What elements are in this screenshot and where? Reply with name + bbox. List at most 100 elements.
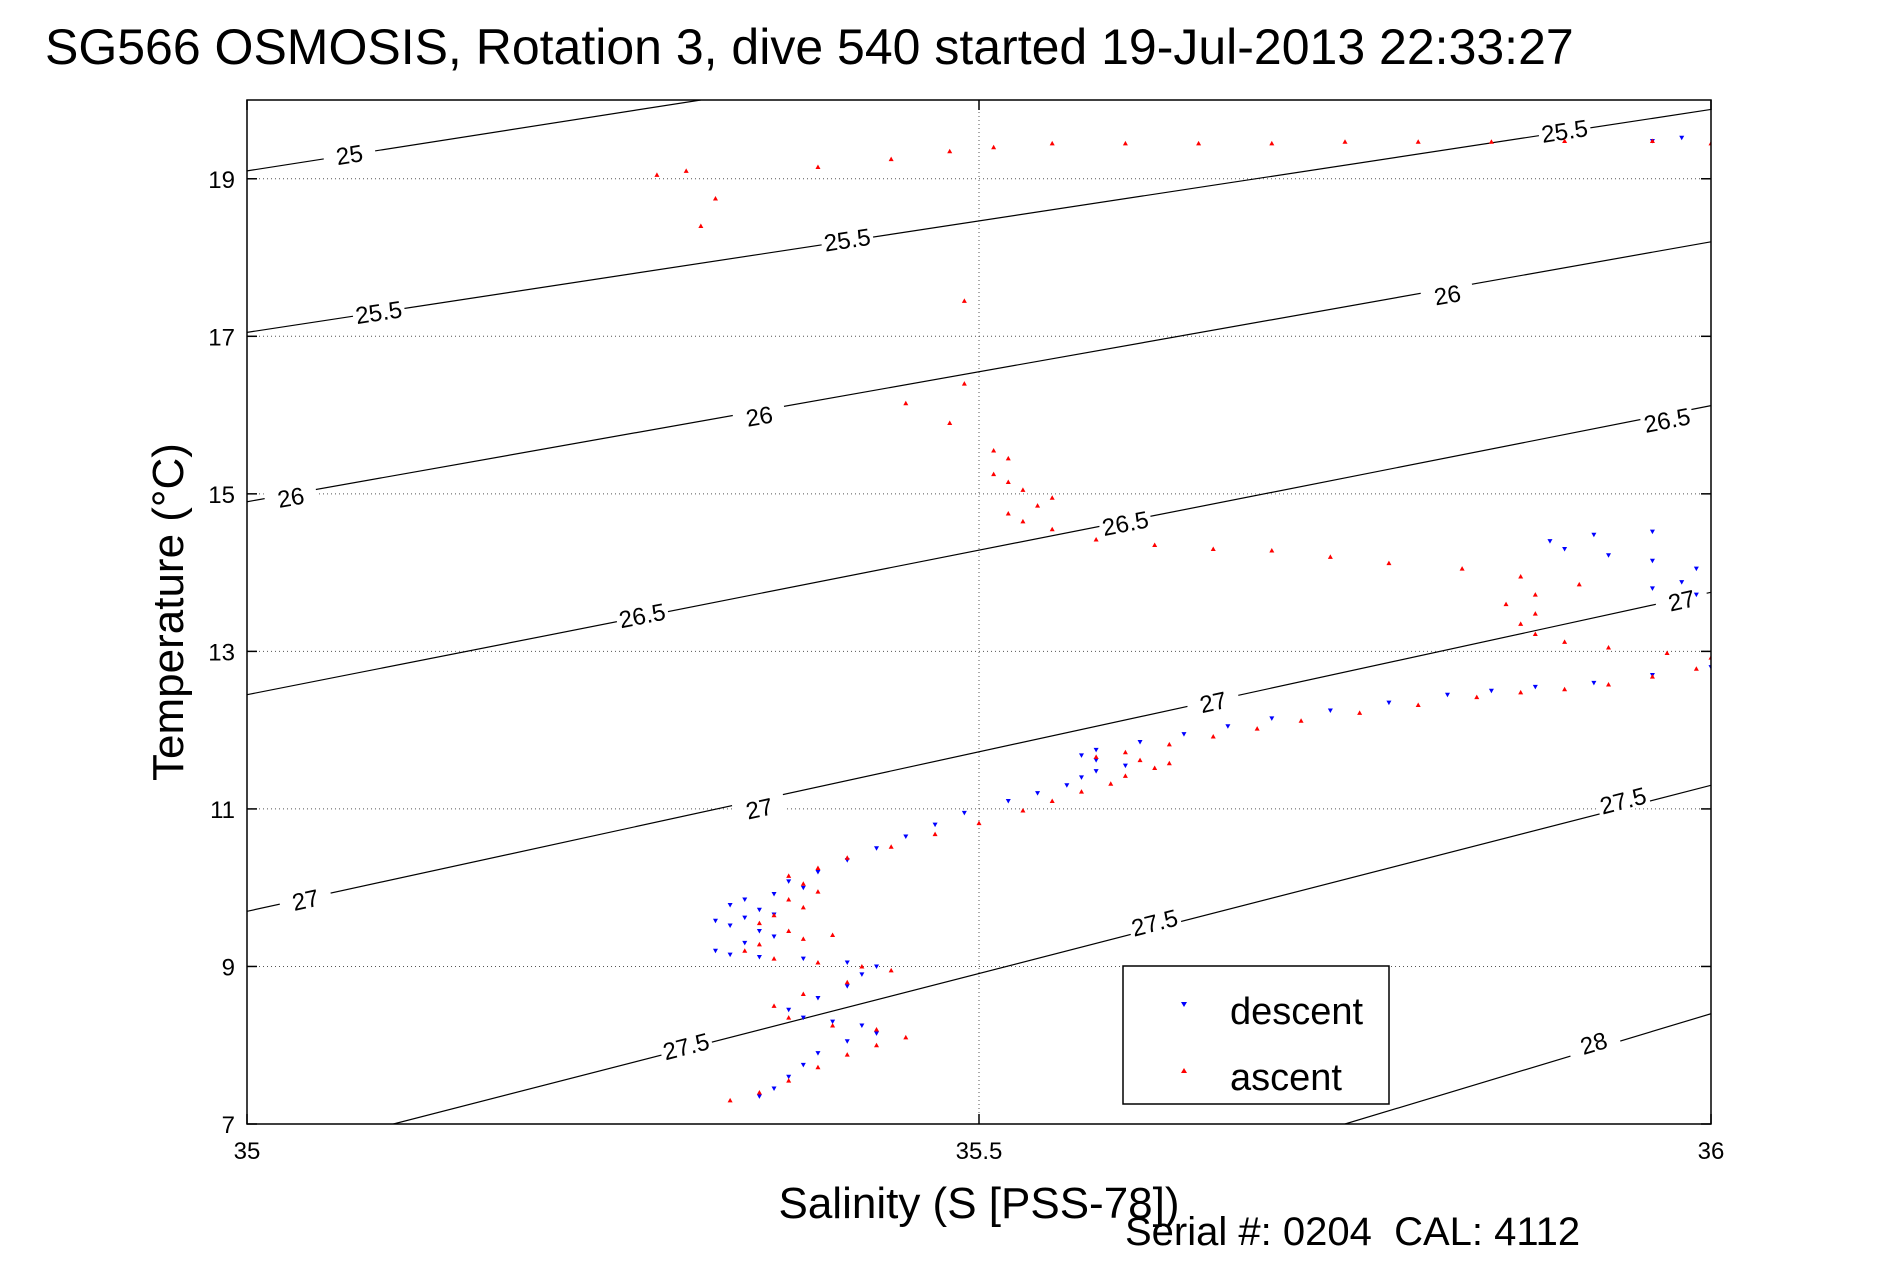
descent-point: [800, 1015, 806, 1021]
contour-label: 26: [744, 402, 775, 433]
legend: descent ascent: [1122, 965, 1390, 1105]
y-tick-label: 13: [208, 639, 235, 666]
y-tick-label: 17: [208, 324, 235, 351]
ascent-point: [786, 928, 792, 934]
ascent-point: [1562, 639, 1568, 644]
descent-point: [1532, 684, 1538, 690]
legend-ascent-label: ascent: [1230, 1057, 1342, 1099]
descent-point: [1723, 575, 1728, 580]
ascent-point: [844, 1052, 850, 1057]
ascent-point: [1474, 694, 1480, 700]
contour-label-bg: [731, 398, 787, 432]
contour-label-bg: [1419, 277, 1475, 310]
contour-label: 27: [1666, 585, 1698, 617]
ascent-point: [961, 298, 967, 303]
ascent-point: [1518, 574, 1524, 579]
grid-lines: [247, 100, 1711, 1124]
descent-point: [800, 1062, 806, 1068]
descent-point: [1093, 758, 1099, 763]
descent-point: [756, 929, 762, 934]
legend-box: [1122, 965, 1390, 1105]
contour-label: 26.5: [617, 599, 668, 635]
descent-point: [771, 1086, 777, 1092]
descent-point: [1679, 135, 1685, 141]
descent-point: [756, 955, 762, 960]
ascent-point: [1488, 139, 1494, 144]
ascent-point: [815, 164, 821, 169]
ascent-point: [1005, 511, 1011, 516]
ascent-point: [712, 195, 718, 201]
ascent-point: [1049, 798, 1055, 804]
ascent-point: [698, 223, 704, 229]
ascent-point: [991, 471, 997, 477]
contour-label-bg: [614, 597, 670, 631]
ascent-point: [888, 967, 894, 973]
descent-point: [727, 952, 733, 958]
contour-label: 27: [1197, 687, 1229, 719]
ascent-point: [830, 932, 836, 937]
y-axis-label: Temperature (°C): [144, 443, 193, 781]
ascent-point: [947, 148, 953, 154]
contour-label-bg: [262, 479, 319, 513]
ascent-point: [1532, 631, 1538, 637]
ascent-point: [1269, 140, 1275, 146]
descent-point: [1884, 165, 1889, 170]
contour-label-bg: [731, 789, 787, 825]
descent-point: [1488, 688, 1494, 694]
ascent-point: [786, 897, 792, 902]
descent-point: [1444, 692, 1450, 698]
ascent-point: [1649, 674, 1655, 679]
descent-point: [742, 940, 748, 946]
contour-label-bg: [819, 222, 875, 255]
ascent-point: [742, 948, 748, 953]
contour-label-bg: [1564, 1022, 1622, 1061]
ascent-point: [1005, 455, 1011, 461]
descent-point: [800, 956, 806, 962]
contour-line-26-5: [247, 405, 1711, 696]
contour-line-25: [247, 100, 701, 172]
contour-label: 27: [290, 885, 322, 917]
ascent-point: [991, 144, 997, 150]
descent-point: [1591, 680, 1597, 686]
ascent-point: [1576, 581, 1582, 587]
ascent-point: [800, 991, 806, 997]
ascent-point: [1518, 621, 1524, 626]
descent-point: [727, 923, 733, 929]
descent-point: [815, 995, 821, 1001]
ascent-point: [1166, 741, 1172, 747]
descent-point: [1078, 775, 1084, 780]
contour-label: 27.5: [660, 1028, 712, 1066]
ascent-point: [654, 172, 660, 177]
descent-point: [1606, 553, 1612, 558]
ascent-point: [1020, 487, 1026, 492]
ascent-point: [727, 1097, 733, 1103]
ascent-point: [1210, 733, 1216, 739]
ascent-point: [1342, 139, 1348, 144]
ascent-point: [786, 1078, 792, 1083]
ascent-point: [1166, 760, 1172, 766]
ascent-point: [771, 912, 777, 918]
serial-cal-footer: Serial #: 0204 CAL: 4112: [1125, 1210, 1580, 1254]
descent-point: [1855, 519, 1860, 524]
ascent-point: [786, 1015, 792, 1020]
descent-point: [859, 1023, 865, 1029]
descent-point: [1327, 708, 1333, 713]
ascent-point: [859, 963, 865, 969]
x-axis-ticks: 35 35.5 36: [234, 100, 1724, 1165]
ascent-point: [903, 400, 909, 406]
contour-label-bg: [1594, 781, 1651, 818]
contour-label-bg: [1184, 683, 1241, 718]
ascent-point: [1562, 138, 1568, 143]
descent-point: [1738, 525, 1743, 530]
descent-point: [815, 869, 821, 875]
descent-point: [786, 1074, 792, 1080]
descent-point: [1064, 783, 1070, 788]
contour-label: 27: [744, 793, 776, 825]
ascent-point: [1649, 138, 1655, 143]
descent-point: [1826, 649, 1831, 654]
ascent-point: [1005, 479, 1011, 485]
ascent-point: [844, 855, 850, 860]
legend-ascent-marker: [1181, 1068, 1187, 1073]
contour-line-28: [1344, 1013, 1711, 1124]
descent-point: [1386, 700, 1392, 706]
